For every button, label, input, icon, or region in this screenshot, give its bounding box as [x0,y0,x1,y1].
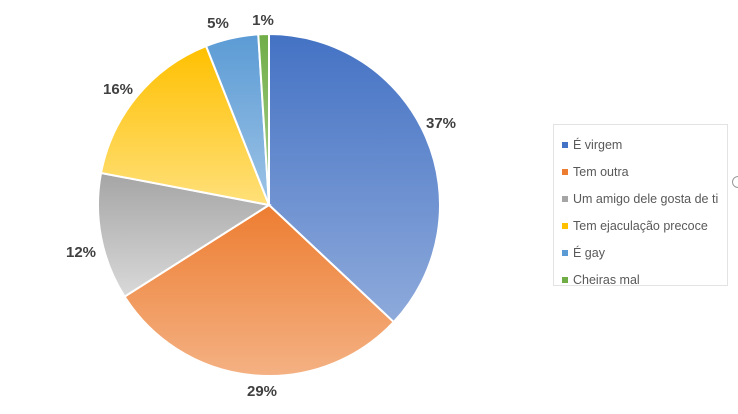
legend-label: Um amigo dele gosta de ti [573,191,719,206]
pie-slice [268,32,442,324]
pie-slice [123,203,396,377]
pie-slice [97,171,272,299]
legend-item: Tem outra [562,158,727,185]
legend-label: Tem outra [573,164,629,179]
slice-data-label: 1% [252,12,274,29]
chart-legend: É virgem Tem outra Um amigo dele gosta de … [553,124,728,287]
pie-slice [257,32,270,206]
legend-label: É virgem [573,137,623,152]
legend-item: Tem ejaculação precoce [562,212,727,239]
legend-swatch [562,141,568,148]
slice-data-label: 29% [247,383,277,400]
legend-item: É gay [562,239,727,266]
legend-item: É virgem [562,131,727,158]
slice-data-label: 12% [66,244,96,261]
slice-data-label: 37% [426,115,456,132]
legend-swatch [562,276,568,283]
legend-swatch [562,168,568,175]
slice-data-label: 5% [207,15,229,32]
legend-label: Cheiras mal [573,272,640,287]
legend-swatch [562,222,568,229]
pie-slice [99,44,271,207]
legend-swatch [562,249,568,256]
legend-label: Tem ejaculação precoce [573,218,708,233]
legend-swatch [562,195,568,202]
legend-item: Cheiras mal [562,266,727,293]
resize-handle-icon[interactable] [731,176,738,190]
slice-data-label: 16% [103,81,133,98]
legend-label: É gay [573,245,605,260]
legend-item: Um amigo dele gosta de ti [562,185,727,212]
